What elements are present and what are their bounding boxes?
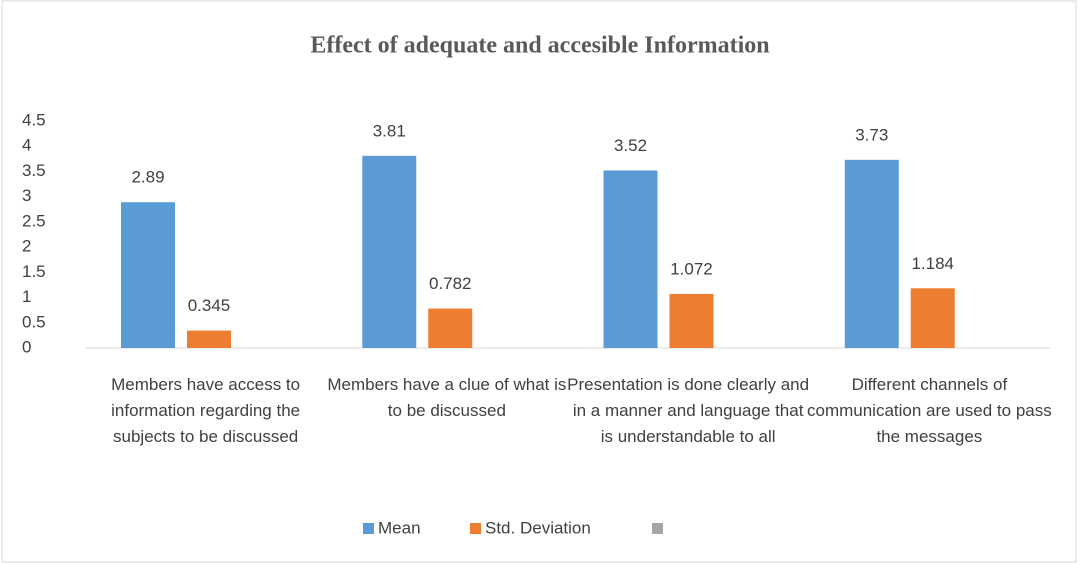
bar bbox=[428, 308, 473, 348]
data-label: 3.73 bbox=[855, 125, 888, 144]
data-label: 0.782 bbox=[429, 274, 472, 293]
data-label: 2.89 bbox=[131, 168, 164, 187]
y-tick-label: 2 bbox=[22, 237, 31, 256]
data-label: 1.072 bbox=[670, 259, 713, 278]
y-tick-label: 0 bbox=[22, 337, 31, 356]
bar bbox=[844, 159, 899, 348]
x-tick-label-box: Members have a clue of what is to be dis… bbox=[327, 375, 567, 420]
bar bbox=[187, 330, 231, 348]
y-tick-label: 2.5 bbox=[22, 211, 46, 230]
x-tick-label: Members have a clue of what is to be dis… bbox=[327, 375, 567, 420]
data-label: 3.52 bbox=[614, 136, 647, 155]
y-tick-label: 1 bbox=[22, 287, 31, 306]
data-label: 1.184 bbox=[911, 254, 954, 273]
legend-swatch bbox=[363, 523, 374, 534]
legend-label: Std. Deviation bbox=[485, 518, 591, 537]
legend-swatch bbox=[470, 523, 481, 534]
y-tick-label: 3.5 bbox=[22, 161, 46, 180]
bar bbox=[603, 170, 658, 348]
x-tick-label-box: Different channels of communication are … bbox=[807, 375, 1052, 446]
y-tick-label: 4 bbox=[22, 136, 31, 155]
legend-swatch bbox=[652, 523, 663, 534]
data-label: 0.345 bbox=[188, 296, 231, 315]
y-tick-label: 1.5 bbox=[22, 262, 46, 281]
legend-label: Mean bbox=[378, 518, 421, 537]
x-tick-label: Presentation is done clearly and in a ma… bbox=[567, 375, 810, 446]
bar bbox=[362, 155, 417, 348]
x-tick-label-box: Members have access to information regar… bbox=[111, 375, 301, 446]
y-tick-label: 0.5 bbox=[22, 312, 46, 331]
y-tick-label: 3 bbox=[22, 186, 31, 205]
bar bbox=[669, 293, 714, 348]
bar bbox=[121, 202, 175, 348]
x-tick-label: Members have access to information regar… bbox=[111, 375, 301, 446]
chart-title: Effect of adequate and accesible Informa… bbox=[310, 33, 769, 59]
x-tick-label: Different channels of communication are … bbox=[807, 375, 1052, 446]
bar bbox=[910, 288, 955, 348]
y-tick-label: 4.5 bbox=[22, 110, 46, 129]
x-tick-label-box: Presentation is done clearly and in a ma… bbox=[567, 375, 810, 446]
data-label: 3.81 bbox=[373, 121, 406, 140]
